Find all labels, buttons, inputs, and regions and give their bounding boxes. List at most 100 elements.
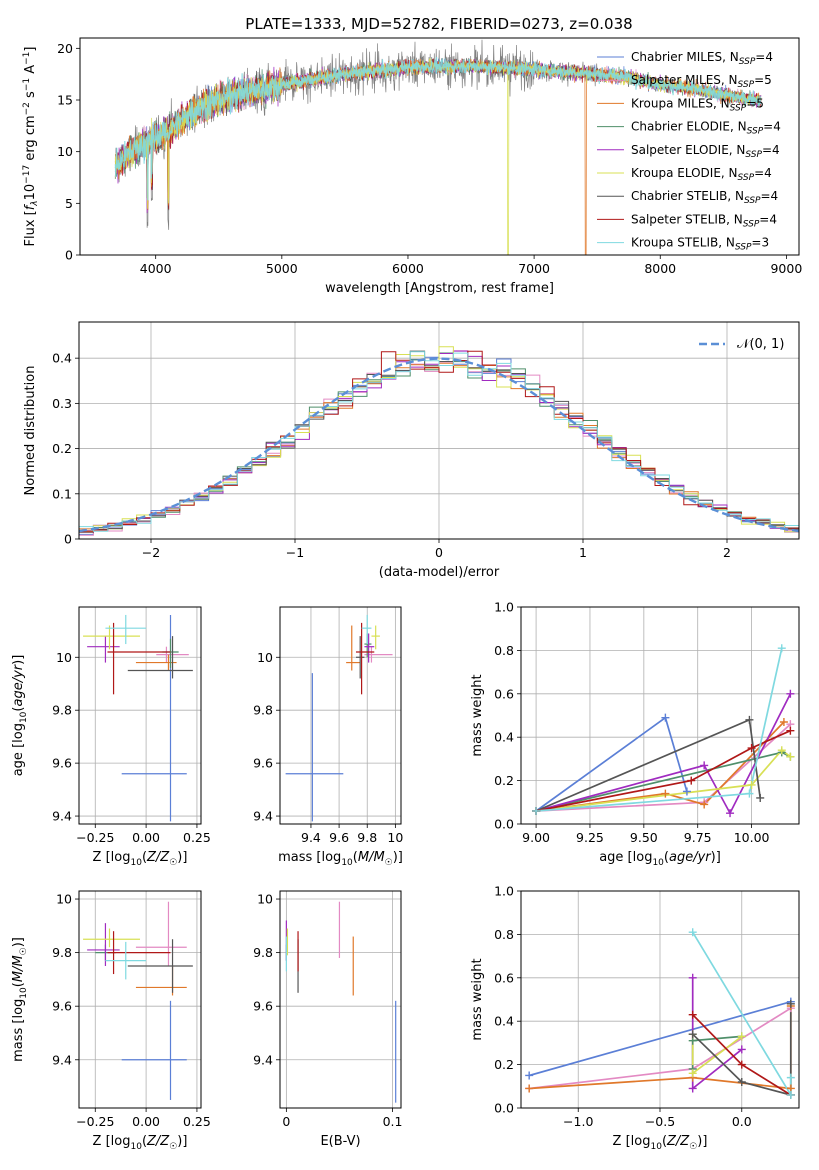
- label-part: s: [23, 91, 38, 102]
- mass-weight-marker: [532, 806, 541, 815]
- label-part: λ: [30, 200, 40, 206]
- label-part: A: [23, 65, 38, 78]
- spectrum-xlabel: wavelength [Angstrom, rest frame]: [325, 281, 554, 296]
- label-part: Z/Z: [666, 1134, 690, 1149]
- label-part: age/yr: [669, 850, 712, 865]
- model-spectrum-line: [114, 56, 762, 201]
- age_vs_mass-xtick-label: 9.6: [329, 830, 349, 845]
- label-part: SSP: [747, 127, 764, 137]
- mass_vs_Z-frame: [78, 890, 202, 1109]
- massweight_vs_Z-xtick-label: 0.0: [732, 1114, 752, 1129]
- mass-weight-marker: [688, 1069, 697, 1078]
- label-part: (: [662, 1134, 667, 1149]
- label-part: )]: [11, 655, 26, 665]
- residuals-xlabel: (data-model)/error: [379, 565, 500, 580]
- label-part: SSP: [738, 80, 755, 90]
- mass-weight-line: [535, 721, 785, 812]
- age_vs_mass-frame: [279, 606, 402, 825]
- label-part: Z [log: [93, 1134, 131, 1149]
- legend-label: Kroupa STELIB, NSSP=3: [631, 236, 769, 253]
- age_vs_mass-ytick-label: 9.8: [253, 703, 273, 718]
- label-part: (: [11, 707, 26, 712]
- label-part: SSP: [745, 150, 762, 160]
- mass-weight-marker: [779, 718, 788, 727]
- label-part: =4: [761, 189, 779, 203]
- massweight_vs_age-xtick-label: 9.50: [630, 830, 658, 845]
- label-part: =5: [746, 96, 764, 110]
- mass-weight-marker: [786, 1090, 795, 1099]
- label-part: =4: [755, 50, 773, 64]
- massweight_vs_Z-xlabel: Z [log10(Z/Z☉)]: [613, 1134, 708, 1152]
- residuals-ytick-label: 0.3: [52, 396, 72, 411]
- mass_vs_ebv-xtick-label: 0: [282, 1114, 290, 1129]
- label-part: Chabrier ELODIE, N: [631, 120, 747, 134]
- label-part: )]: [177, 850, 187, 865]
- mass_vs_Z-ylabel: mass [log10(M/M☉)]: [11, 937, 29, 1062]
- label-part: 10: [650, 1142, 662, 1152]
- label-part: SSP: [730, 103, 747, 113]
- age_vs_Z-ytick-label: 9.4: [52, 809, 72, 824]
- legend-label: Salpeter MILES, NSSP=5: [631, 73, 772, 90]
- label-part: ☉: [689, 1142, 697, 1152]
- label-part: 10: [23, 184, 38, 201]
- legend-label: 𝒩(0, 1): [737, 337, 784, 352]
- mass-weight-line: [691, 977, 743, 1091]
- label-part: −1: [22, 78, 32, 91]
- massweight_vs_Z-ytick-label: 0.6: [494, 970, 514, 985]
- spectrum-ytick-label: 15: [57, 93, 73, 108]
- label-part: (: [11, 982, 26, 987]
- label-part: Flux [: [23, 210, 38, 246]
- massweight_vs_Z-ytick-label: 0.2: [494, 1057, 514, 1072]
- mass-weight-line: [535, 729, 791, 812]
- label-part: −2: [22, 102, 32, 115]
- massweight_vs_Z-xtick-label: −1.0: [563, 1114, 593, 1129]
- residuals-xtick-label: −2: [142, 545, 160, 560]
- massweight_vs_age-xtick-label: 10.00: [734, 830, 770, 845]
- massweight_vs_Z-ytick-label: 0.4: [494, 1014, 514, 1029]
- residual-histogram-step: [79, 346, 799, 533]
- label-part: Normed distribution: [23, 366, 38, 496]
- label-part: (: [142, 1134, 147, 1149]
- age_vs_mass-plot-area: [285, 614, 393, 822]
- mass_vs_ebv-ytick-label: 9.4: [253, 1052, 273, 1067]
- label-part: 𝒩(0, 1): [737, 337, 784, 352]
- label-part: )]: [177, 1134, 187, 1149]
- massweight_vs_age-ytick-label: 0.6: [494, 686, 514, 701]
- massweight_vs_Z-ytick-label: 1.0: [494, 884, 514, 899]
- legend-label: Chabrier MILES, NSSP=4: [631, 50, 773, 67]
- age_vs_Z-xtick-label: 0.00: [132, 830, 160, 845]
- mass_vs_ebv-ytick-label: 9.6: [253, 999, 273, 1014]
- massweight_vs_age-ytick-label: 1.0: [494, 600, 514, 615]
- label-part: mass weight: [470, 958, 485, 1040]
- mass-weight-line: [528, 1000, 792, 1077]
- residuals-xtick-label: −1: [286, 545, 304, 560]
- age_vs_mass-ytick-label: 10: [257, 650, 273, 665]
- label-part: 10: [19, 987, 29, 999]
- plots-container: 4000 5000 6000 7000 8000 900005101520waveleng…: [11, 37, 802, 1152]
- mass-weight-marker: [786, 752, 795, 761]
- mass-weight-marker: [786, 1073, 795, 1082]
- massweight_vs_Z-frame: [520, 890, 800, 1109]
- legend-label: Salpeter STELIB, NSSP=4: [631, 212, 777, 229]
- spectrum-chart: 4000 5000 6000 7000 8000 9000 0 5 10 15 20 waveleng…: [22, 37, 802, 296]
- age_vs_mass-xtick-label: 9.4: [301, 830, 321, 845]
- age_vs_Z-xtick-label: −0.25: [76, 830, 114, 845]
- mass-weight-line: [535, 749, 791, 812]
- label-part: E(B-V): [320, 1134, 360, 1149]
- label-part: Chabrier MILES, N: [631, 50, 739, 64]
- label-part: M/M: [11, 955, 26, 982]
- massweight_vs_Z-ytick-label: 0.8: [494, 927, 514, 942]
- label-part: (: [142, 850, 147, 865]
- spectrum-xtick-label: 9000: [770, 261, 802, 276]
- label-part: 10: [652, 858, 664, 868]
- residuals-xtick-label: 0: [435, 545, 443, 560]
- mass-weight-marker: [786, 689, 795, 698]
- mass-weight-marker: [661, 713, 670, 722]
- label-part: mass [log: [11, 999, 26, 1062]
- age_vs_mass-xtick-label: 9.8: [357, 830, 377, 845]
- mass-weight-marker: [688, 1030, 697, 1039]
